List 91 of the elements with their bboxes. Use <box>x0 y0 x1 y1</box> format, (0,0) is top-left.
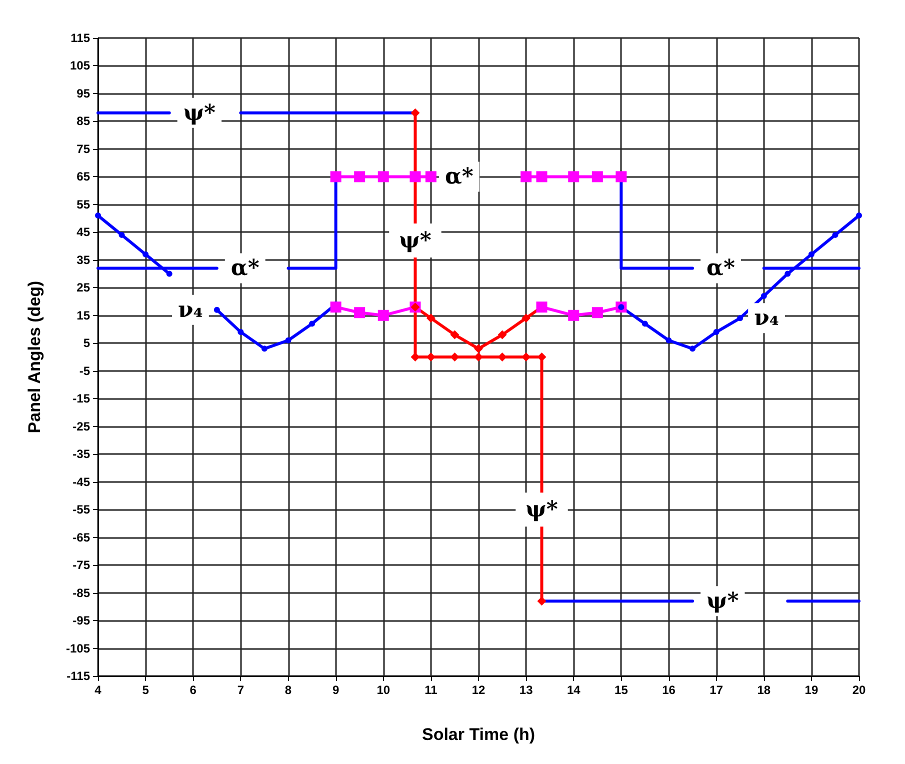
y-tick-label: 15 <box>76 308 90 322</box>
y-tick-label: -85 <box>72 586 90 600</box>
x-tick-label: 11 <box>424 683 438 697</box>
y-tick-label: -15 <box>72 392 90 406</box>
x-tick-label: 4 <box>94 683 102 697</box>
x-tick-label: 12 <box>472 683 486 697</box>
y-tick-label: -95 <box>72 614 90 628</box>
point <box>592 171 603 182</box>
point <box>285 337 292 344</box>
annotation: α* <box>230 255 260 282</box>
point <box>784 270 791 277</box>
x-tick-label: 14 <box>566 683 581 697</box>
point <box>118 232 125 238</box>
point <box>426 314 436 323</box>
point <box>520 171 532 182</box>
x-tick-label: 13 <box>519 683 534 697</box>
y-tick-label: 105 <box>70 58 90 73</box>
y-tick-label: -35 <box>72 447 90 462</box>
point <box>410 171 421 182</box>
point <box>832 232 838 238</box>
point <box>238 329 244 336</box>
point <box>616 171 627 182</box>
point <box>760 292 767 299</box>
point <box>261 346 268 352</box>
x-tick-label: 18 <box>757 683 771 697</box>
x-tick-label: 6 <box>190 683 197 697</box>
point <box>474 344 483 354</box>
y-tick-label: -105 <box>66 641 90 656</box>
point <box>666 337 672 344</box>
point <box>536 171 548 182</box>
y-tick-label: -65 <box>72 530 90 544</box>
y-tick-label: 85 <box>76 114 90 128</box>
point <box>214 306 220 313</box>
point <box>592 307 603 318</box>
point <box>378 310 389 321</box>
x-tick-label: 8 <box>284 683 292 697</box>
point <box>642 320 648 327</box>
y-tick-label: 65 <box>76 170 90 184</box>
y-tick-label: -55 <box>72 502 90 517</box>
point <box>498 330 507 340</box>
y-tick-label: 75 <box>76 142 90 156</box>
x-tick-label: 15 <box>614 683 628 697</box>
x-tick-label: 16 <box>662 683 676 697</box>
point <box>95 212 101 219</box>
point <box>450 330 460 340</box>
y-axis-title: Panel Angles (deg) <box>25 280 44 434</box>
point <box>713 329 720 336</box>
point <box>142 251 149 258</box>
y-tick-label: 115 <box>70 31 90 45</box>
x-tick-label: 20 <box>852 683 866 697</box>
x-tick-label: 5 <box>142 683 150 697</box>
y-tick-label: 45 <box>76 225 90 240</box>
point <box>166 270 172 277</box>
point <box>309 320 316 327</box>
y-tick-label: -25 <box>72 419 90 434</box>
point <box>856 212 862 219</box>
x-tick-label: 10 <box>376 683 390 697</box>
y-tick-label: 5 <box>83 336 90 350</box>
annotation: ψ* <box>399 227 432 254</box>
y-tick-label: -75 <box>72 558 90 572</box>
x-tick-label: 7 <box>237 683 244 697</box>
point <box>378 171 389 182</box>
y-tick-label: -5 <box>79 364 90 378</box>
point <box>522 314 531 323</box>
point <box>568 171 580 182</box>
x-axis-title: Solar Time (h) <box>422 725 536 744</box>
annotation: ν₄ <box>178 296 203 323</box>
point <box>690 346 696 352</box>
point <box>354 171 366 182</box>
y-tick-label: -45 <box>72 474 90 489</box>
x-tick-label: 9 <box>332 683 340 697</box>
point <box>330 171 342 182</box>
annotation: α* <box>444 164 474 190</box>
point <box>354 307 366 318</box>
x-tick-label: 17 <box>710 683 724 697</box>
y-tick-label: -115 <box>66 669 90 683</box>
annotation: ψ* <box>183 100 216 126</box>
point <box>737 315 744 322</box>
annotation: ψ* <box>526 496 558 523</box>
y-tick-label: 35 <box>76 252 90 267</box>
annotation: ψ* <box>706 588 740 614</box>
y-tick-label: 25 <box>76 280 90 295</box>
y-tick-label: 55 <box>76 197 90 212</box>
annotation: ν₄ <box>754 305 779 332</box>
x-tick-label: 19 <box>804 683 818 697</box>
y-tick-label: 95 <box>76 86 90 100</box>
point <box>425 171 436 182</box>
point <box>330 302 342 313</box>
point <box>808 251 814 258</box>
point <box>568 310 580 321</box>
annotation: α* <box>706 255 736 282</box>
